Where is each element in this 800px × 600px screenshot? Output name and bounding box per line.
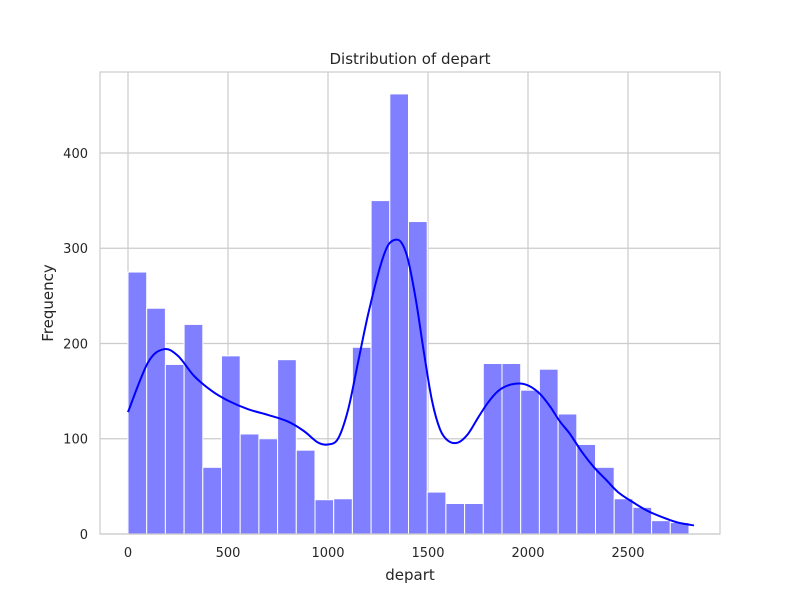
y-tick-label: 100 bbox=[63, 433, 88, 448]
histogram-bar bbox=[426, 491, 447, 535]
x-axis-label: depart bbox=[385, 566, 435, 584]
x-tick-label: 2500 bbox=[611, 546, 644, 561]
y-axis-label: Frequency bbox=[39, 264, 57, 342]
histogram-bar bbox=[501, 362, 522, 535]
histogram-bar bbox=[333, 498, 353, 535]
histogram-bar bbox=[445, 503, 466, 535]
y-tick-label: 0 bbox=[80, 528, 88, 543]
y-tick-label: 300 bbox=[63, 242, 88, 257]
x-tick-label: 2000 bbox=[511, 546, 544, 561]
y-tick-label: 200 bbox=[63, 337, 88, 352]
x-tick-label: 1000 bbox=[311, 546, 344, 561]
histogram-bar bbox=[202, 466, 223, 535]
chart-title: Distribution of depart bbox=[329, 50, 490, 68]
histogram-bar bbox=[389, 93, 409, 535]
histogram-bar bbox=[464, 503, 484, 535]
histogram-bar bbox=[258, 438, 279, 535]
x-tick-label: 0 bbox=[124, 546, 132, 561]
histogram-bar bbox=[183, 323, 204, 535]
histogram-bar bbox=[277, 359, 297, 535]
y-tick-label: 400 bbox=[63, 147, 88, 162]
x-tick-label: 500 bbox=[216, 546, 241, 561]
kde-curve bbox=[127, 238, 695, 527]
histogram-bar bbox=[164, 363, 185, 535]
histogram-bar bbox=[613, 498, 634, 535]
histogram-bar bbox=[221, 355, 241, 535]
histogram-bar bbox=[239, 433, 260, 535]
x-tick-labels: 0 500 1000 1500 2000 2500 bbox=[124, 546, 645, 561]
histogram-bar bbox=[314, 499, 335, 535]
plot-border bbox=[99, 71, 721, 535]
histogram-bar bbox=[538, 368, 559, 535]
histogram-bar bbox=[651, 520, 671, 535]
histogram-bar bbox=[295, 449, 316, 535]
x-tick-label: 1500 bbox=[411, 546, 444, 561]
histogram-bar bbox=[146, 307, 166, 535]
histogram-bar bbox=[520, 389, 540, 535]
y-tick-labels: 0 100 200 300 400 bbox=[63, 147, 88, 543]
histogram-bar bbox=[370, 200, 391, 535]
histogram-bar bbox=[408, 221, 428, 535]
